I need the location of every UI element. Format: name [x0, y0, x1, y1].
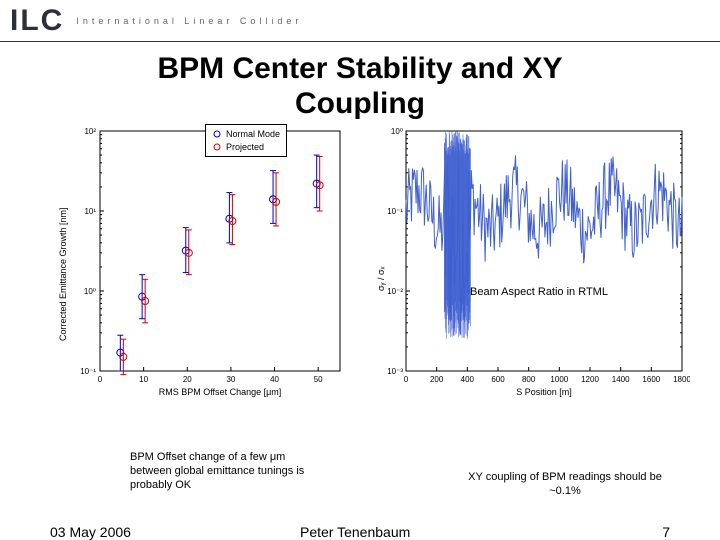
caption-right-bot: XY coupling of BPM readings should be ~0…: [440, 471, 690, 499]
left-ylabel: Corrected Emittance Growth [nm]: [58, 207, 68, 341]
caption-left: BPM Offset change of a few μm between gl…: [130, 451, 320, 492]
svg-text:10⁰: 10⁰: [391, 127, 403, 136]
logo-subtitle: International Linear Collider: [76, 16, 302, 26]
svg-text:10⁻¹: 10⁻¹: [387, 207, 403, 216]
svg-text:1800: 1800: [673, 375, 690, 384]
svg-text:10²: 10²: [84, 127, 96, 136]
legend-box: Normal Mode Projected: [205, 124, 287, 157]
svg-text:50: 50: [314, 375, 323, 384]
svg-text:S Position [m]: S Position [m]: [516, 387, 572, 397]
svg-text:0: 0: [404, 375, 409, 384]
svg-text:1200: 1200: [581, 375, 599, 384]
left-chart-svg: 0 10 20 30 40 50 10⁻¹ 10⁰ 10¹ 10² RMS BPM Offset C…: [60, 121, 350, 401]
legend-row-normal: Normal Mode: [212, 128, 280, 141]
svg-text:0: 0: [98, 375, 103, 384]
right-chart: 0 200 400 600 800 1000 1200 1400 1600 1800 10⁻³ 10⁻…: [370, 121, 690, 401]
footer-page: 7: [662, 524, 670, 540]
right-ylabel: σᵧ / σₓ: [376, 267, 386, 291]
left-chart: 0 10 20 30 40 50 10⁻¹ 10⁰ 10¹ 10² RMS BPM Offset C…: [60, 121, 350, 401]
svg-text:10⁻²: 10⁻²: [387, 287, 403, 296]
svg-text:10⁻¹: 10⁻¹: [80, 367, 96, 376]
title-line-2: Coupling: [295, 87, 425, 120]
svg-text:800: 800: [522, 375, 536, 384]
title-line-1: BPM Center Stability and XY: [157, 52, 562, 85]
svg-text:1600: 1600: [642, 375, 660, 384]
page-title: BPM Center Stability and XY Coupling: [0, 52, 720, 121]
svg-text:10⁻³: 10⁻³: [387, 367, 403, 376]
svg-text:200: 200: [430, 375, 444, 384]
svg-text:600: 600: [491, 375, 505, 384]
svg-text:40: 40: [270, 375, 279, 384]
content-area: 0 10 20 30 40 50 10⁻¹ 10⁰ 10¹ 10² RMS BPM Offset C…: [0, 121, 720, 481]
svg-text:30: 30: [226, 375, 235, 384]
legend-label-projected: Projected: [226, 141, 264, 154]
svg-text:RMS BPM Offset Change [μm]: RMS BPM Offset Change [μm]: [159, 387, 282, 397]
svg-text:10⁰: 10⁰: [84, 287, 96, 296]
svg-text:20: 20: [183, 375, 192, 384]
right-chart-svg: 0 200 400 600 800 1000 1200 1400 1600 1800 10⁻³ 10⁻…: [370, 121, 690, 401]
footer-author: Peter Tenenbaum: [300, 524, 410, 540]
svg-text:10: 10: [139, 375, 148, 384]
caption-right-top: Beam Aspect Ratio in RTML: [470, 286, 608, 298]
caption-right-bot-1: XY coupling of BPM readings should be: [468, 471, 662, 483]
legend-label-normal: Normal Mode: [226, 128, 280, 141]
logo: ILC: [10, 4, 64, 38]
header-bar: ILC International Linear Collider: [0, 0, 720, 42]
legend-marker-normal: [212, 129, 222, 139]
svg-text:1000: 1000: [550, 375, 568, 384]
svg-text:10¹: 10¹: [84, 207, 96, 216]
legend-marker-projected: [212, 142, 222, 152]
legend-row-projected: Projected: [212, 141, 280, 154]
footer-date: 03 May 2006: [50, 524, 131, 540]
svg-text:400: 400: [461, 375, 475, 384]
caption-right-bot-2: ~0.1%: [549, 485, 581, 497]
svg-text:1400: 1400: [612, 375, 630, 384]
